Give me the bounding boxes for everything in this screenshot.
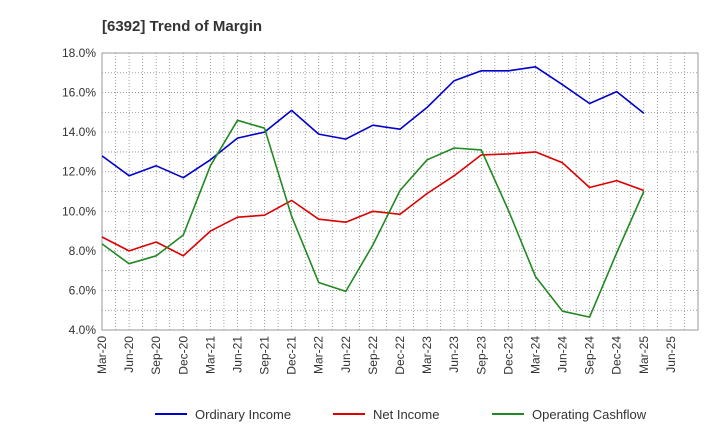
- x-tick-label: Mar-25: [637, 336, 651, 374]
- y-tick-label: 6.0%: [69, 283, 97, 297]
- x-tick-label: Sep-21: [258, 336, 272, 375]
- grid: [102, 53, 698, 330]
- x-tick-label: Sep-23: [474, 336, 488, 375]
- y-tick-label: 18.0%: [62, 46, 96, 60]
- y-tick-label: 12.0%: [62, 165, 96, 179]
- x-tick-label: Dec-22: [393, 336, 407, 375]
- series-lines: [101, 66, 645, 318]
- y-tick-label: 10.0%: [62, 204, 96, 218]
- x-tick-label: Sep-24: [583, 336, 597, 375]
- series-line-0: [101, 66, 645, 179]
- chart-title: [6392] Trend of Margin: [102, 18, 262, 35]
- y-tick-label: 8.0%: [69, 244, 97, 258]
- x-tick-label: Mar-22: [312, 336, 326, 374]
- series-line-1: [101, 151, 645, 257]
- x-tick-label: Jun-21: [230, 336, 244, 373]
- x-tick-label: Dec-23: [501, 336, 515, 375]
- x-tick-label: Mar-20: [95, 336, 109, 374]
- x-tick-label: Dec-24: [610, 336, 624, 375]
- x-tick-label: Jun-23: [447, 336, 461, 373]
- series-line-2: [101, 119, 645, 318]
- x-tick-label: Jun-22: [339, 336, 353, 373]
- y-tick-label: 4.0%: [69, 323, 97, 337]
- x-tick-label: Dec-21: [285, 336, 299, 375]
- y-tick-label: 14.0%: [62, 125, 96, 139]
- plot-area: [101, 52, 699, 331]
- x-tick-label: Mar-23: [420, 336, 434, 374]
- legend: Ordinary Income Net Income Operating Cashf…: [155, 407, 647, 422]
- x-tick-label: Jun-20: [122, 336, 136, 373]
- x-tick-label: Sep-22: [366, 336, 380, 375]
- x-axis: Mar-20 Jun-20 Sep-20 Dec-20 Mar-21 Jun-21 Sep-…: [95, 336, 678, 375]
- legend-label: Net Income: [373, 407, 439, 422]
- x-tick-label: Mar-21: [203, 336, 217, 374]
- legend-label: Operating Cashflow: [532, 407, 647, 422]
- x-tick-label: Dec-20: [176, 336, 190, 375]
- y-axis: 4.0% 6.0% 8.0% 10.0% 12.0% 14.0% 16.0% 18.0%: [62, 46, 96, 337]
- x-tick-label: Mar-24: [528, 336, 542, 374]
- y-tick-label: 16.0%: [62, 86, 96, 100]
- x-tick-label: Jun-24: [556, 336, 570, 373]
- legend-label: Ordinary Income: [195, 407, 291, 422]
- x-tick-label: Sep-20: [149, 336, 163, 375]
- x-tick-label: Jun-25: [664, 336, 678, 373]
